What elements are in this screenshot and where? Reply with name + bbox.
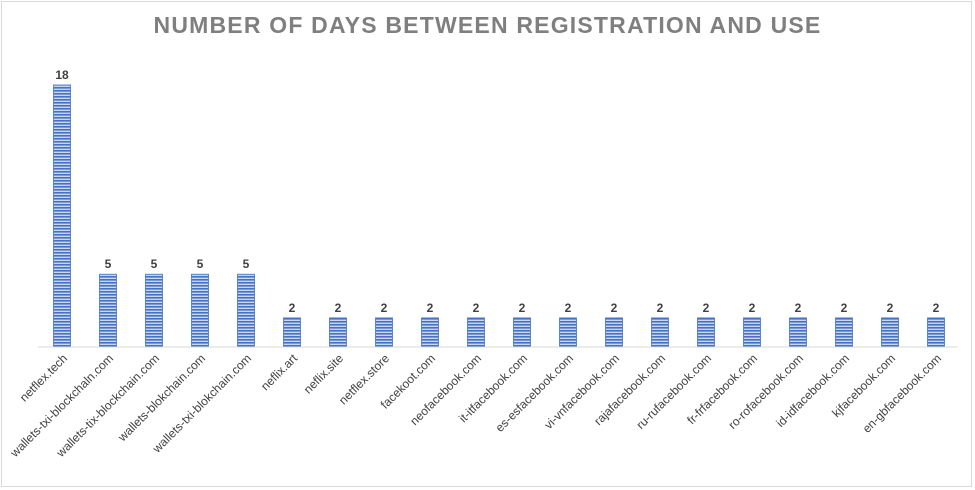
data-label: 18 — [55, 68, 69, 82]
bar-it-itfacebook.com — [513, 317, 531, 348]
bar-rajafacebook.com — [651, 317, 669, 348]
data-label: 2 — [519, 301, 526, 315]
bar-wallets-blokchain.com — [191, 273, 209, 348]
bar-neflix.site — [329, 317, 347, 348]
data-label: 2 — [335, 301, 342, 315]
data-label: 2 — [381, 301, 388, 315]
bar-facekoot.com — [421, 317, 439, 348]
x-tick-label: es-esfacebook.com — [493, 351, 576, 434]
bar-wallets-txi-blockchaln.com — [99, 273, 117, 348]
data-label: 2 — [703, 301, 710, 315]
bar-netflex.store — [375, 317, 393, 348]
bar-vi-vnfacebook.com — [605, 317, 623, 348]
data-label: 5 — [243, 257, 250, 271]
bar-netflex.tech — [53, 84, 71, 348]
bar-en-gbfacebook.com — [927, 317, 945, 348]
data-label: 5 — [105, 257, 112, 271]
bar-fr-frfacebook.com — [743, 317, 761, 348]
data-label: 2 — [565, 301, 572, 315]
x-tick-label: wallets-blokchain.com — [115, 351, 209, 445]
x-tick-label: neflix.art — [258, 351, 300, 393]
data-label: 2 — [749, 301, 756, 315]
x-tick-label: en-gbfacebook.com — [860, 351, 944, 435]
data-label: 2 — [473, 301, 480, 315]
bar-es-esfacebook.com — [559, 317, 577, 348]
bar-id-idfacebook.com — [835, 317, 853, 348]
data-label: 5 — [197, 257, 204, 271]
bar-wallets-tix-blockchain.com — [145, 273, 163, 348]
data-label: 2 — [657, 301, 664, 315]
data-label: 2 — [289, 301, 296, 315]
bar-neflix.art — [283, 317, 301, 348]
data-label: 2 — [887, 301, 894, 315]
bar-kjfacebook.com — [881, 317, 899, 348]
chart-title: NUMBER OF DAYS BETWEEN REGISTRATION AND … — [153, 12, 822, 38]
bar-ro-rofacebook.com — [789, 317, 807, 348]
bar-ru-rufacebook.com — [697, 317, 715, 348]
data-label: 2 — [611, 301, 618, 315]
data-label: 2 — [427, 301, 434, 315]
data-label: 2 — [933, 301, 940, 315]
data-label: 2 — [841, 301, 848, 315]
data-label: 5 — [151, 257, 158, 271]
x-tick-label: neflix.site — [301, 351, 347, 397]
data-label: 2 — [795, 301, 802, 315]
bar-neofacebook.com — [467, 317, 485, 348]
bar-wallets-txi-blokchain.com — [237, 273, 255, 348]
